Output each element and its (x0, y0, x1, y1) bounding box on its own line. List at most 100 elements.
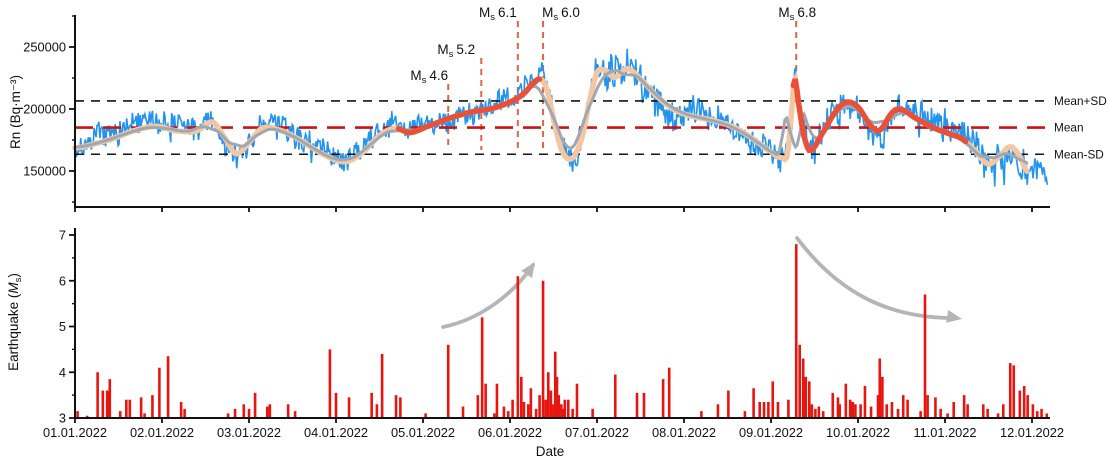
earthquake-bar (375, 404, 379, 418)
event-magnitude: 5.2 (456, 42, 475, 57)
x-tick-label: 04.01.2022 (304, 425, 368, 440)
earthquake-bar (996, 413, 1000, 418)
earthquake-bar (480, 317, 484, 418)
earthquake-bar (934, 397, 937, 418)
earthquake-bar (105, 390, 109, 418)
earthquake-bar (727, 390, 730, 418)
earthquake-bar (613, 374, 617, 418)
earthquake-bar (1040, 408, 1043, 418)
event-symbol: M (410, 68, 421, 83)
earthquake-bar (534, 408, 538, 418)
earthquake-bar (563, 399, 567, 418)
earthquake-bar (179, 401, 183, 418)
event-subscript: s (422, 75, 427, 86)
earthquake-bar (247, 408, 251, 418)
earthquake-bar (476, 395, 480, 418)
x-tick-label: 12.01.2022 (1000, 425, 1064, 440)
earthquake-bar (831, 392, 835, 418)
earthquake-bar (881, 376, 884, 418)
earthquake-bar (334, 392, 338, 418)
earthquake-bar (869, 406, 873, 418)
quake-label-subscript: s (13, 277, 24, 282)
radon-ytick-label: 150000 (23, 164, 66, 179)
earthquake-bar (771, 381, 775, 418)
earthquake-bar (128, 399, 132, 418)
event-label-ms5.2: Ms 5.2 (437, 42, 475, 60)
earthquake-bar (139, 397, 143, 418)
x-tick-label: 03.01.2022 (217, 425, 281, 440)
earthquake-bar (906, 399, 909, 418)
decay-arrow-head (946, 309, 962, 323)
earthquake-bar (76, 411, 79, 418)
earthquake-bar (1031, 404, 1035, 418)
event-subscript: s (553, 12, 558, 23)
earthquake-bar (876, 395, 880, 418)
earthquake-bar (143, 413, 146, 418)
earthquake-bar (885, 404, 889, 418)
radon-ytick-label: 250000 (23, 40, 66, 55)
earthquake-bar (762, 401, 766, 418)
earthquake-bar (863, 385, 867, 418)
earthquake-bar (804, 376, 808, 418)
earthquake-bar (461, 406, 465, 418)
earthquake-bar (923, 294, 927, 418)
radon-ytick-label: 200000 (23, 102, 66, 117)
event-symbol: M (542, 5, 553, 20)
radon-raw-series (74, 48, 1049, 187)
earthquake-bar (546, 372, 550, 418)
earthquake-bar (424, 413, 427, 418)
mean-minus-sd-label: Mean-SD (1054, 147, 1104, 161)
earthquake-bar (544, 399, 547, 418)
earthquake-bar (946, 413, 949, 418)
earthquake-bar (966, 404, 969, 418)
earthquake-bar (347, 397, 351, 418)
radon-trend-highlight-2 (790, 78, 969, 154)
earthquake-bar (522, 401, 526, 418)
earthquake-bar (101, 390, 105, 418)
earthquake-panel: 3 4 5 6 7 01.01.2022 02.01.2022 03.01.2022 04.01… (6, 228, 1064, 460)
earthquake-bar (541, 280, 545, 418)
earthquake-bar (962, 395, 966, 418)
earthquake-bar (635, 392, 639, 418)
earthquake-bar (506, 411, 510, 418)
radon-trend-highlight-1 (395, 76, 543, 136)
earthquake-bar (1001, 404, 1005, 418)
earthquake-bar (571, 408, 574, 418)
earthquake-bar (844, 383, 848, 418)
earthquake-bar (716, 404, 720, 418)
earthquake-bar (493, 413, 496, 418)
x-tick-label: 05.01.2022 (391, 425, 455, 440)
earthquake-bar (538, 395, 541, 418)
x-tick-label: 06.01.2022 (478, 425, 542, 440)
earthquake-bar (85, 415, 89, 418)
earthquake-bar (798, 344, 802, 418)
x-tick-label: 07.01.2022 (565, 425, 629, 440)
quake-ytick-label: 4 (59, 365, 66, 380)
earthquake-bar (1012, 365, 1016, 418)
buildup-arrow (441, 263, 535, 329)
radon-axis-label: Rn (Bq·m⁻³) (8, 75, 23, 149)
event-magnitude: 6.1 (498, 5, 517, 20)
earthquake-bar (253, 392, 257, 418)
earthquake-bar (158, 367, 161, 418)
mean-plus-sd-label: Mean+SD (1054, 94, 1107, 108)
earthquake-bar (96, 372, 99, 418)
earthquake-bar (776, 401, 780, 418)
earthquake-bar (151, 395, 154, 418)
earthquake-bar (890, 401, 894, 418)
earthquake-bar (661, 379, 665, 418)
earthquake-bar (896, 408, 900, 418)
event-magnitude: 6.8 (797, 5, 816, 20)
earthquake-bar (859, 404, 862, 418)
earthquake-bar (529, 388, 533, 418)
earthquake-bar (226, 413, 230, 418)
event-label-ms6.1: Ms 6.1 (479, 5, 517, 23)
earthquake-bar (502, 406, 506, 418)
earthquake-bar (810, 404, 814, 418)
x-tick-label: 10.01.2022 (826, 425, 890, 440)
decay-arrow (795, 236, 952, 320)
earthquake-bar (575, 383, 579, 418)
quake-ytick-label: 7 (59, 228, 66, 243)
event-subscript: s (449, 49, 454, 60)
